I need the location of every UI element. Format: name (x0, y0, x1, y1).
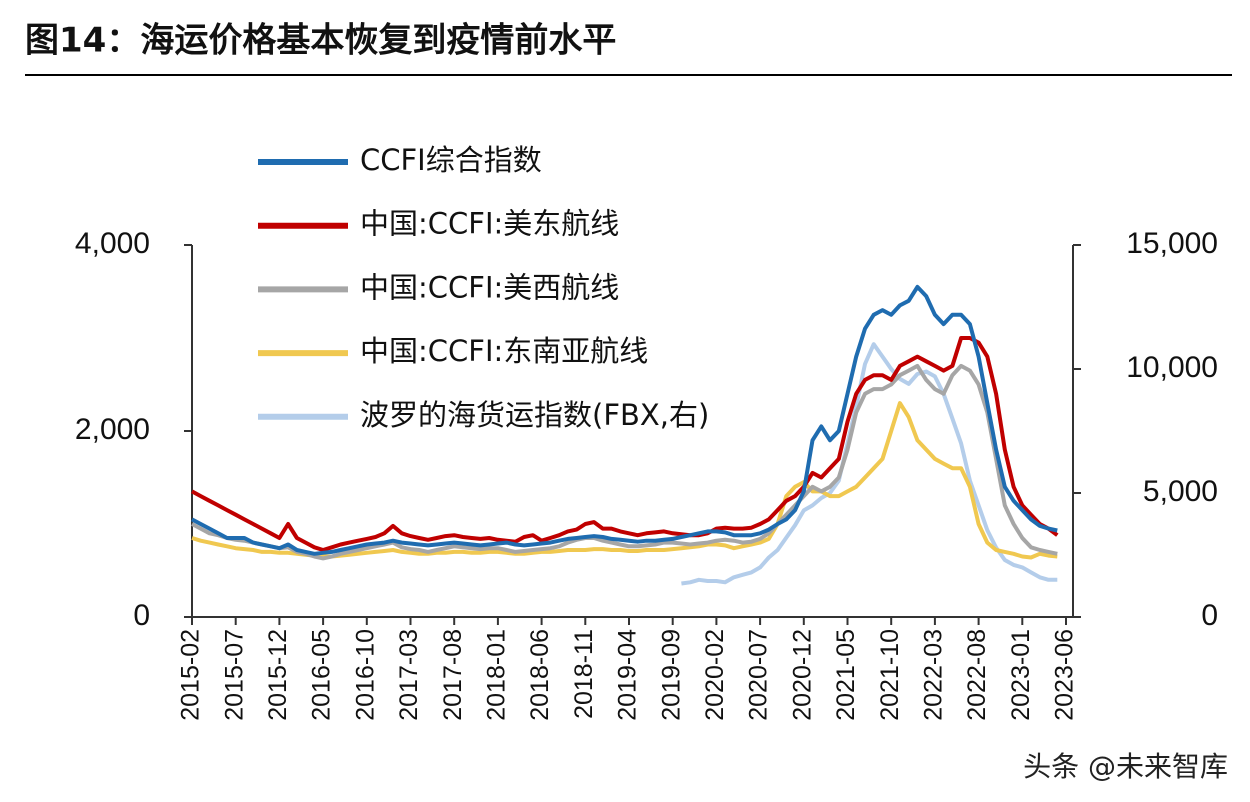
x-tick-label: 2022-03 (920, 629, 948, 721)
x-tick-label: 2016-10 (351, 629, 379, 721)
y-tick-label: 2,000 (75, 413, 150, 446)
series-line (191, 336, 1059, 552)
series-line (681, 342, 1058, 586)
x-tick-label: 2018-01 (483, 629, 511, 721)
legend-label: 波罗的海货运指数(FBX,右) (360, 398, 709, 432)
x-tick-label: 2019-09 (657, 629, 685, 721)
legend-label: 中国:CCFI:东南亚航线 (360, 334, 648, 368)
y-tick-label: 0 (133, 599, 150, 632)
x-tick-label: 2015-07 (220, 629, 248, 721)
x-tick-label: 2019-04 (614, 629, 642, 721)
x-tick-label: 2016-05 (308, 629, 336, 721)
x-tick-label: 2018-11 (570, 629, 598, 719)
y2-tick-label: 5,000 (1143, 475, 1218, 508)
y-tick-label: 4,000 (75, 227, 150, 260)
series-line (191, 363, 1058, 561)
x-tick-label: 2020-12 (788, 629, 816, 721)
legend-label: 中国:CCFI:美西航线 (360, 270, 619, 304)
x-tick-label: 2017-03 (395, 629, 423, 721)
x-tick-label: 2015-12 (264, 629, 292, 721)
x-tick-label: 2018-06 (526, 629, 554, 721)
y2-tick-label: 10,000 (1126, 351, 1218, 384)
x-tick-label: 2015-02 (177, 629, 205, 721)
x-tick-label: 2021-10 (876, 629, 904, 721)
watermark: 头条 @未来智库 (1023, 750, 1228, 783)
x-tick-label: 2017-08 (439, 629, 467, 721)
legend-label: 中国:CCFI:美东航线 (360, 207, 619, 241)
x-tick-label: 2020-07 (745, 629, 773, 721)
x-tick-label: 2022-08 (963, 629, 991, 721)
y2-tick-label: 15,000 (1126, 227, 1218, 260)
legend-label: CCFI综合指数 (360, 143, 542, 177)
x-tick-label: 2023-06 (1051, 629, 1079, 721)
x-tick-label: 2020-02 (701, 629, 729, 721)
series-line (191, 284, 1058, 556)
x-tick-label: 2021-05 (832, 629, 860, 721)
y2-tick-label: 0 (1201, 599, 1218, 632)
x-tick-label: 2023-01 (1007, 629, 1035, 721)
chart-title: 图14：海运价格基本恢复到疫情前水平 (25, 21, 616, 61)
